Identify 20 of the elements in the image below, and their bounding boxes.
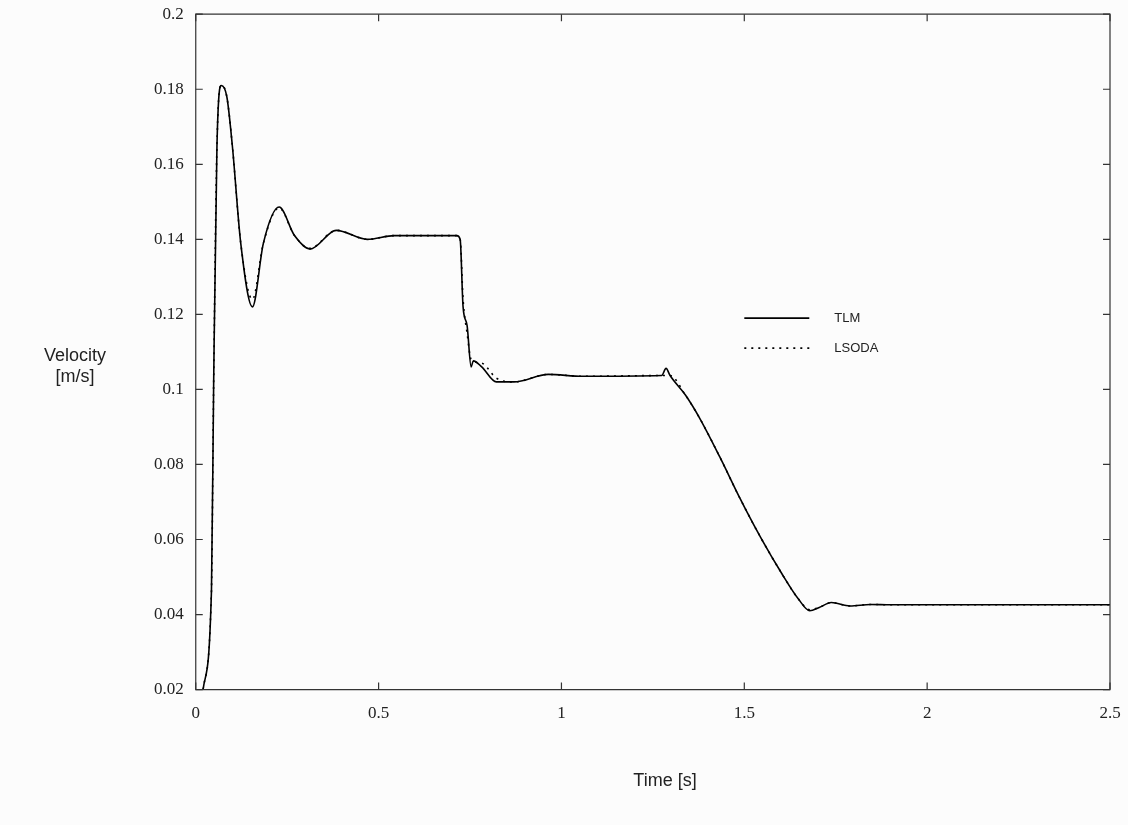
x-tick-label: 1 xyxy=(557,703,566,723)
x-axis-title: Time [s] xyxy=(632,770,698,791)
y-tick-label: 0.02 xyxy=(154,679,184,699)
y-tick-label: 0.18 xyxy=(154,78,184,98)
legend-label: TLM xyxy=(834,309,861,325)
y-tick-label: 0.04 xyxy=(154,604,185,624)
y-tick-label: 0.06 xyxy=(154,528,184,548)
legend-label: LSODA xyxy=(834,339,879,355)
y-tick-label: 0.1 xyxy=(162,378,184,398)
y-axis-title: Velocity [m/s] xyxy=(42,345,107,387)
x-tick-label: 1.5 xyxy=(733,703,755,723)
x-tick-label: 0 xyxy=(191,703,200,723)
y-tick-label: 0.14 xyxy=(154,228,185,248)
y-tick-label: 0.12 xyxy=(154,303,184,323)
y-tick-label: 0.16 xyxy=(154,153,184,173)
x-tick-label: 0.5 xyxy=(367,703,390,723)
x-tick-label: 2.5 xyxy=(1099,703,1121,723)
y-tick-label: 0.2 xyxy=(162,3,184,23)
x-tick-label: 2 xyxy=(922,703,932,723)
y-tick-label: 0.08 xyxy=(154,453,184,473)
